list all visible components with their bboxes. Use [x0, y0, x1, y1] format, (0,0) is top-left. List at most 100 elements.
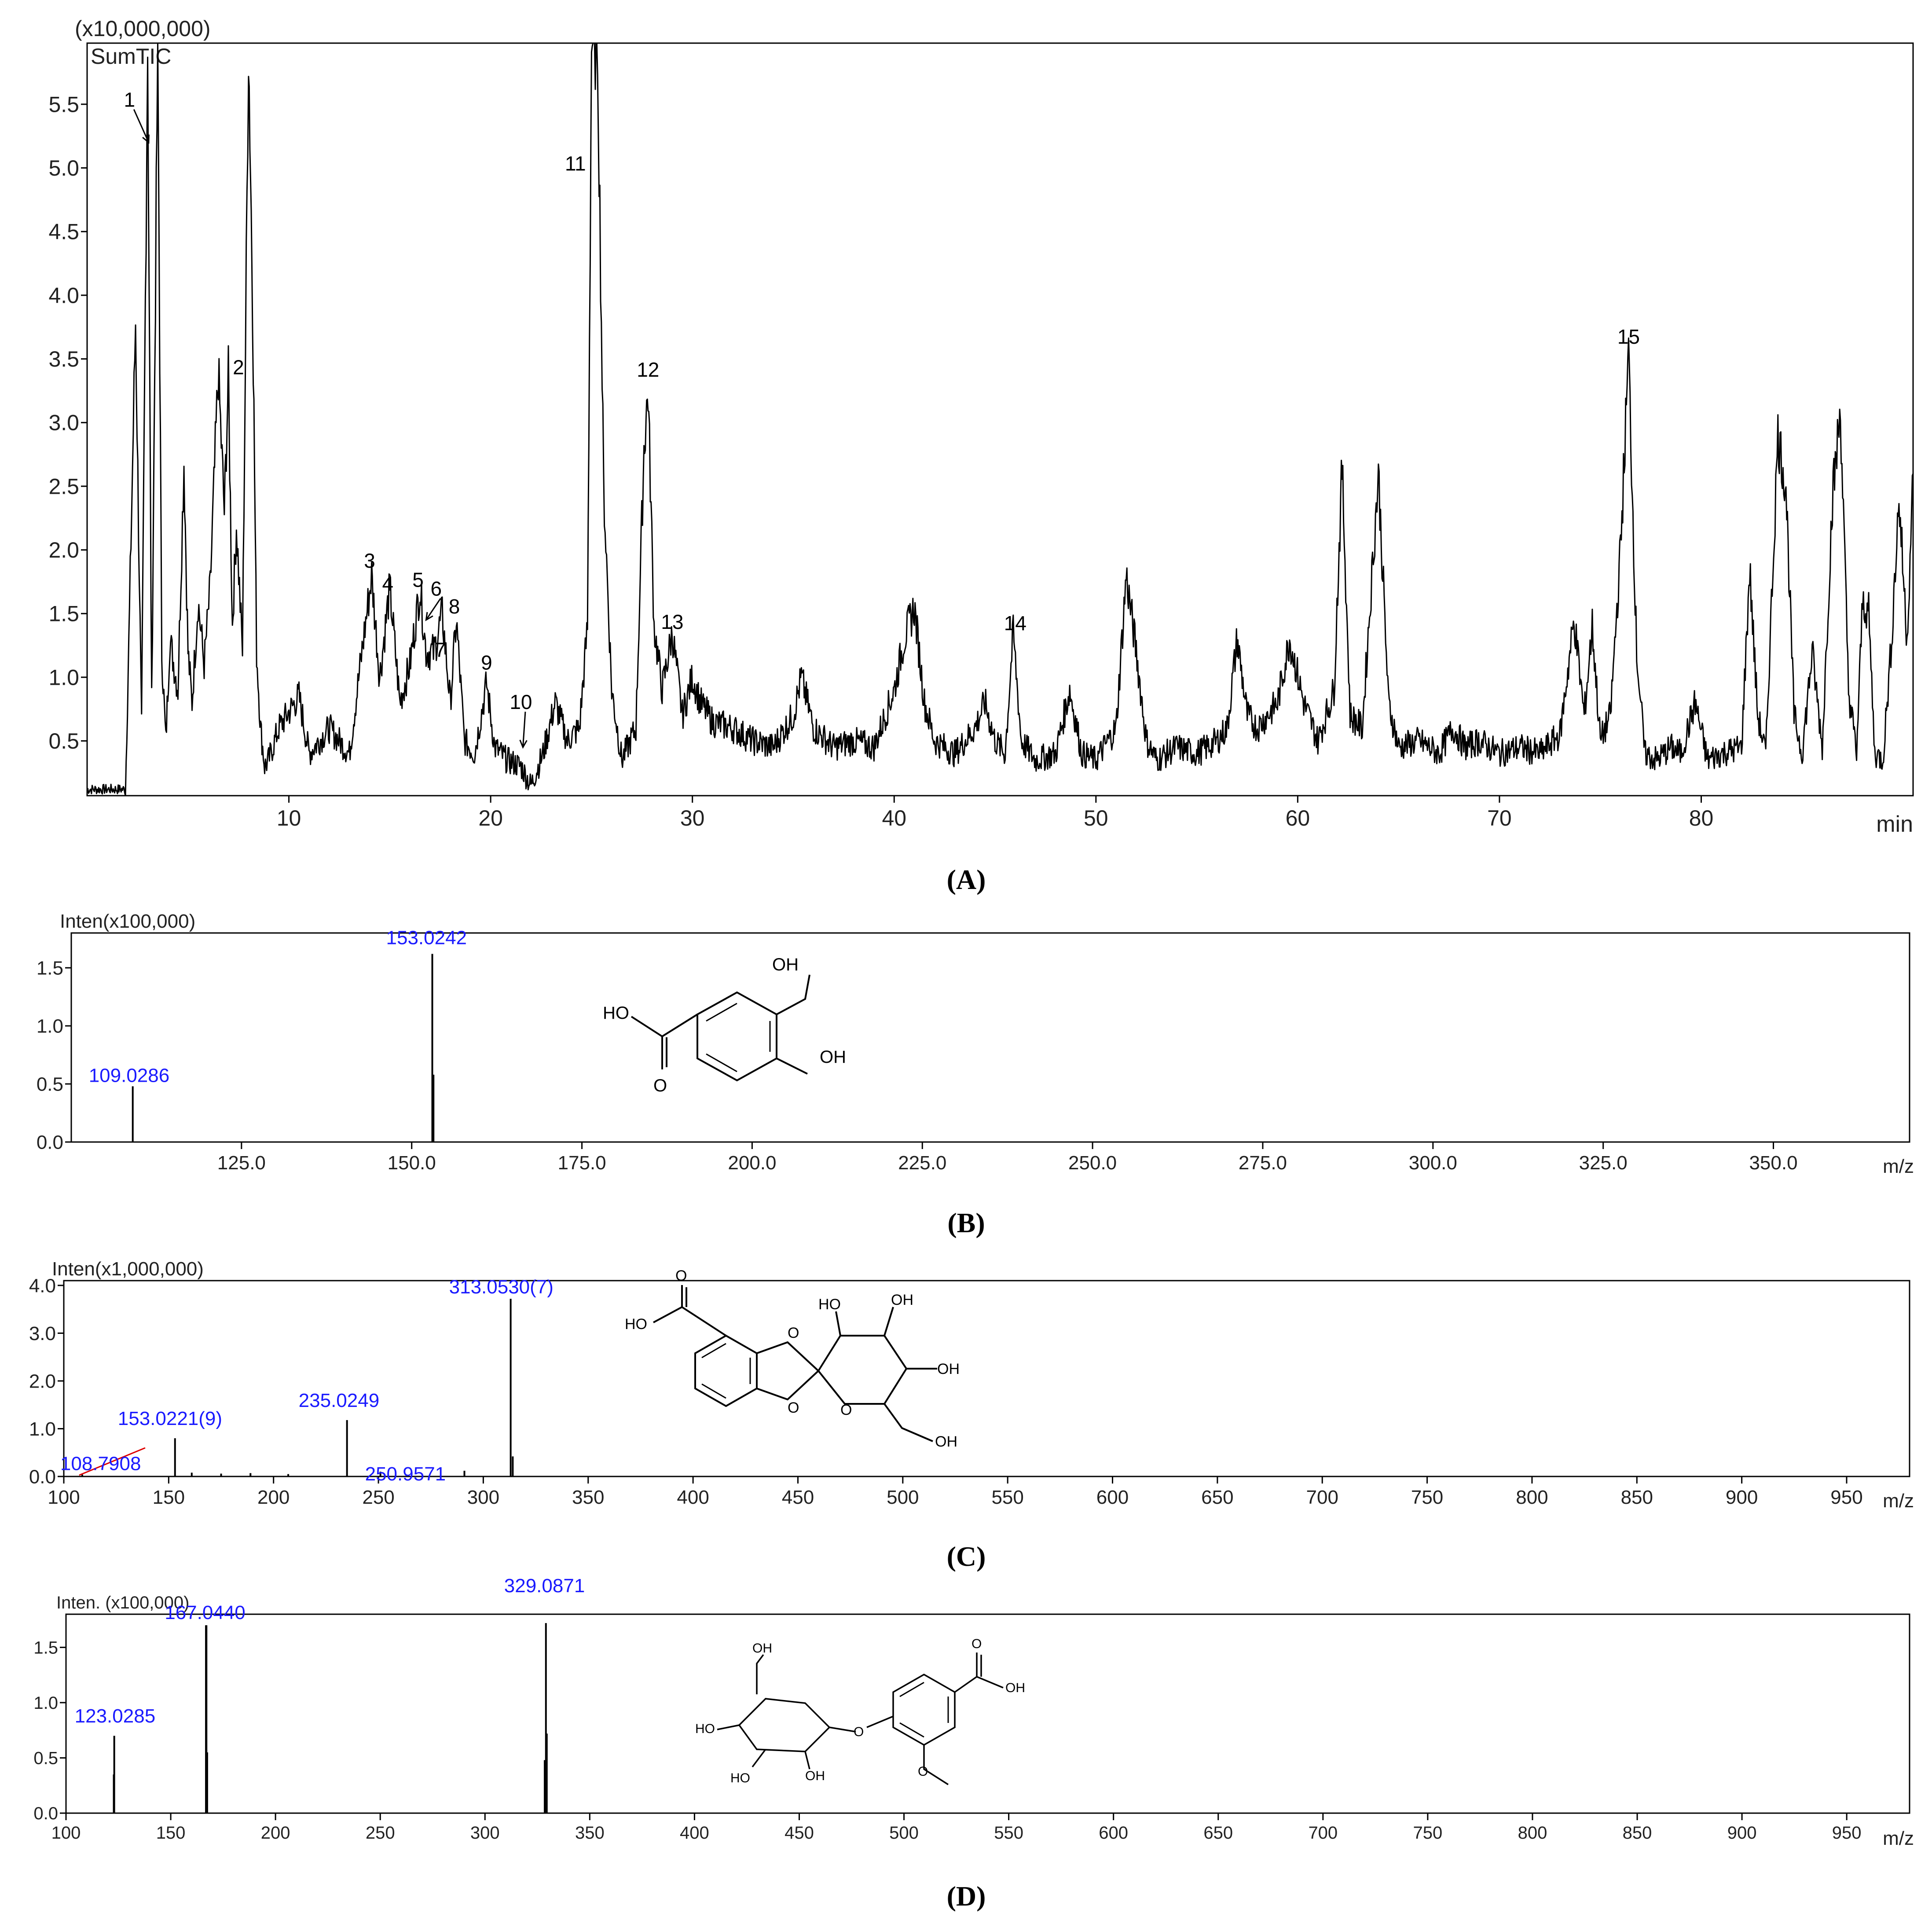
x-tick-label: 60 [1286, 806, 1310, 830]
plot-frame [86, 42, 1914, 797]
atom-label: HO [818, 1296, 841, 1313]
atom-label: HO [625, 1316, 647, 1333]
atom-label: O [918, 1764, 928, 1779]
pyranose-bonds [717, 1654, 856, 1770]
peak-mz-label: 108.7908 [60, 1453, 141, 1475]
benzene-ring-bond [892, 1673, 956, 1746]
substituent-bonds [866, 1653, 1004, 1785]
y-tick-label: 3.0 [48, 411, 79, 435]
spectrum-bars [132, 954, 435, 1142]
x-tick-label: 850 [1621, 1487, 1653, 1508]
panel-caption-b: (B) [947, 1207, 985, 1238]
atom-label: OH [820, 1047, 846, 1067]
atom-label: O [854, 1725, 864, 1739]
y-multiplier-label: Inten(x100,000) [60, 911, 195, 932]
y-tick-label: 0.0 [37, 1131, 63, 1153]
x-axis-unit-label: m/z [1883, 1828, 1914, 1849]
x-tick-label: 150 [153, 1487, 185, 1508]
x-tick-label: 125.0 [217, 1152, 266, 1174]
x-axis-unit-label: m/z [1883, 1490, 1914, 1512]
carboxyl-bonds [631, 974, 810, 1075]
peak-number-label: 11 [565, 152, 586, 175]
x-tick-label: 900 [1727, 1823, 1757, 1843]
peak-mz-label: 123.0285 [75, 1705, 156, 1727]
peak-mz-label: 250.9571 [365, 1463, 446, 1485]
x-tick-label: 400 [680, 1823, 709, 1843]
y-multiplier-label: (x10,000,000) [75, 16, 211, 41]
y-axis: 0.5 1.0 1.5 2.0 2.5 3.0 3.5 4.0 4.5 5.0 5.5 [48, 92, 87, 753]
atom-label: O [788, 1325, 799, 1341]
x-tick-label: 850 [1623, 1823, 1652, 1843]
x-tick-label: 500 [889, 1823, 919, 1843]
y-tick-label: 0.5 [33, 1748, 58, 1768]
atom-label: HO [695, 1722, 715, 1736]
peak-number-label: 2 [233, 356, 244, 378]
y-tick-label: 1.0 [48, 665, 79, 690]
x-tick-label: 300 [470, 1823, 500, 1843]
x-axis: 10 20 30 40 50 60 70 80 [277, 796, 1714, 830]
x-tick-label: 750 [1413, 1823, 1443, 1843]
x-tick-label: 550 [994, 1823, 1023, 1843]
peak-number-label: 9 [481, 651, 492, 674]
x-tick-label: 300.0 [1409, 1152, 1457, 1174]
x-tick-label: 400 [677, 1487, 709, 1508]
peak-number-label: 3 [364, 549, 375, 572]
atom-label: O [840, 1402, 852, 1418]
y-tick-label: 3.0 [29, 1323, 56, 1344]
atom-label: OH [935, 1433, 957, 1450]
pyranose-bonds [818, 1307, 937, 1442]
panel-caption-a: (A) [947, 864, 986, 895]
x-tick-label: 450 [785, 1823, 814, 1843]
y-tick-label: 0.0 [29, 1466, 56, 1487]
plot-frame [65, 1613, 1910, 1814]
y-axis: 0.0 0.5 1.0 1.5 [33, 1638, 66, 1823]
atom-label: O [653, 1076, 667, 1095]
y-tick-label: 2.5 [48, 474, 79, 499]
x-tick-label: 900 [1726, 1487, 1758, 1508]
y-tick-label: 5.5 [48, 92, 79, 117]
x-tick-label: 600 [1099, 1823, 1128, 1843]
label-leader-line [79, 1447, 146, 1476]
atom-label: OH [752, 1641, 772, 1656]
x-tick-label: 800 [1518, 1823, 1547, 1843]
peak-number-label: 6 [431, 577, 442, 600]
x-tick-label: 250 [362, 1487, 394, 1508]
x-tick-label: 650 [1201, 1487, 1233, 1508]
x-tick-label: 350 [572, 1487, 604, 1508]
x-tick-label: 300 [467, 1487, 499, 1508]
x-tick-label: 800 [1516, 1487, 1548, 1508]
peak-arrow [522, 712, 526, 748]
peak-arrow [425, 598, 441, 621]
chromatogram-panel: (x10,000,000) SumTIC 0.5 1.0 1.5 2.0 2.5 3.0 3… [48, 16, 1914, 895]
x-tick-label: 750 [1411, 1487, 1443, 1508]
y-multiplier-label: Inten. (x100,000) [56, 1593, 189, 1612]
y-tick-label: 4.0 [48, 283, 79, 308]
y-tick-label: 2.0 [48, 538, 79, 562]
x-tick-label: 950 [1832, 1823, 1862, 1843]
x-tick-label: 350.0 [1749, 1152, 1797, 1174]
spectrum-bars [113, 1623, 548, 1813]
atom-label: OH [772, 955, 799, 974]
panel-caption-d: (D) [947, 1880, 986, 1912]
peak-number-label: 1 [124, 88, 136, 111]
x-tick-label: 550 [991, 1487, 1023, 1508]
x-tick-label: 100 [51, 1823, 81, 1843]
y-tick-label: 1.0 [37, 1016, 63, 1037]
x-axis-unit-label: m/z [1883, 1156, 1914, 1177]
x-axis: 125.0 150.0 175.0 200.0 225.0 250.0 275.0 300.0… [217, 1142, 1798, 1174]
x-tick-label: 80 [1689, 806, 1714, 830]
x-tick-label: 225.0 [898, 1152, 946, 1174]
carboxyl-bonds [653, 1285, 727, 1337]
x-tick-label: 150.0 [388, 1152, 436, 1174]
y-tick-label: 1.5 [33, 1638, 58, 1657]
peak-arrow [133, 109, 150, 143]
y-tick-label: 0.5 [37, 1073, 63, 1095]
x-tick-label: 200 [257, 1487, 290, 1508]
x-tick-label: 70 [1487, 806, 1512, 830]
atom-label: OH [1005, 1681, 1025, 1695]
y-tick-label: 4.0 [29, 1275, 56, 1296]
mass-spectrum-b-panel: Inten(x100,000) 0.00.51.01.5 125.0 150.0 1… [37, 911, 1914, 1238]
x-axis: 100 150 200 250 300 350 400 450 500 550 600 650 700 7… [48, 1476, 1863, 1508]
